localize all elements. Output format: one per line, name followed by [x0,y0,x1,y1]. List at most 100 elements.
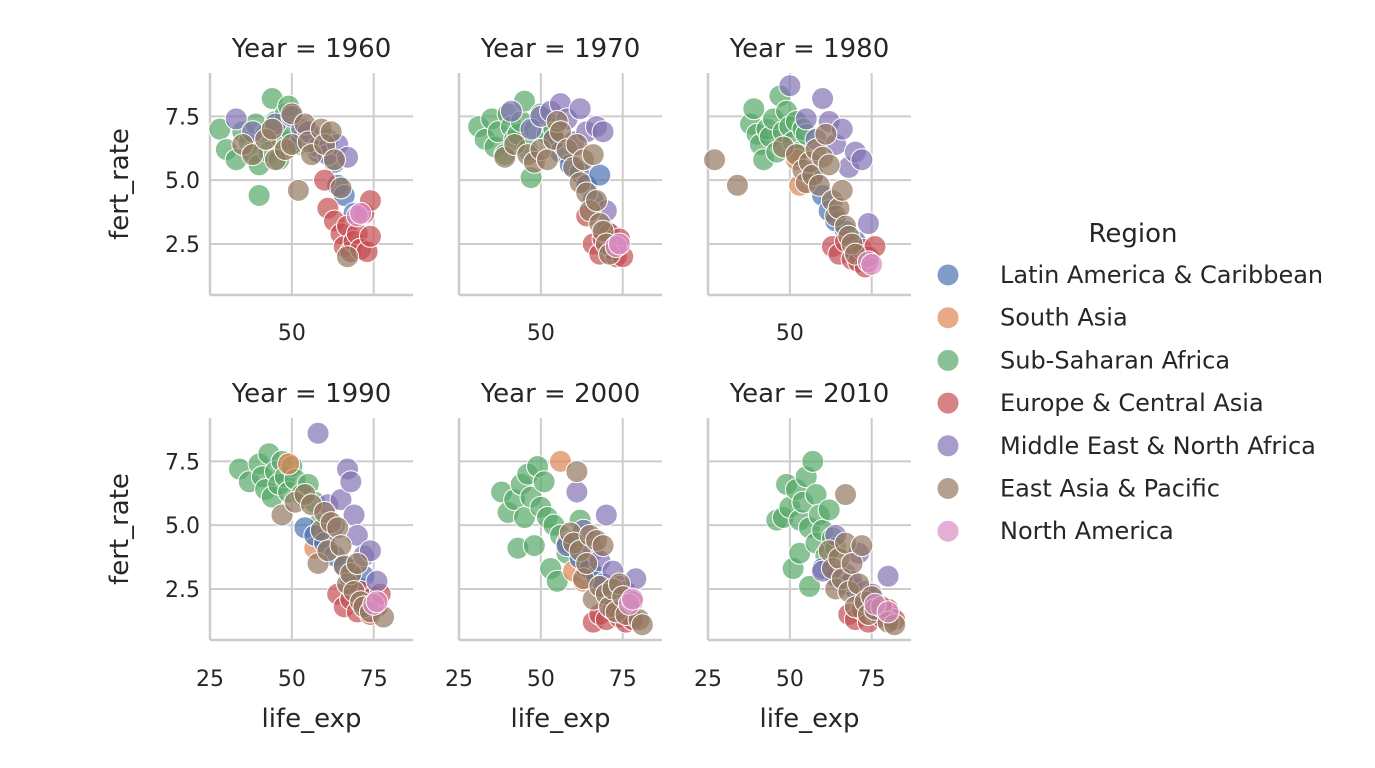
data-point [545,569,569,593]
data-point [358,224,382,248]
legend-marker [936,263,960,287]
legend: Region Latin America & Caribbean South Asi… [936,219,1323,545]
x-tick-label: 75 [858,667,886,692]
facet-panel-6: Year = 2010 25 50 75 life_exp [694,379,911,734]
data-point [365,569,389,593]
data-point [725,173,749,197]
data-point [788,541,812,565]
data-point [794,107,818,131]
facet-title: Year = 2010 [729,379,890,409]
data-point [801,449,825,473]
legend-marker [936,348,960,372]
x-tick-label: 75 [609,667,637,692]
facet-title: Year = 1980 [729,34,890,64]
legend-item: Middle East & North Africa [936,432,1316,460]
data-point [322,148,346,172]
data-point [834,483,858,507]
x-tick-label: 50 [278,321,306,346]
data-point [575,551,599,575]
x-tick-label: 25 [694,667,722,692]
data-point [306,421,330,445]
data-point [860,252,884,276]
legend-marker [936,391,960,415]
data-point [277,452,301,476]
data-point [224,107,248,131]
y-tick-label: 2.5 [165,578,200,603]
data-point [798,574,821,598]
data-point [349,201,373,225]
x-axis-title: life_exp [759,704,859,734]
legend-item: Latin America & Caribbean [936,261,1323,289]
legend-label: Sub-Saharan Africa [1000,346,1230,374]
facet-title: Year = 1960 [231,34,392,64]
data-point [345,551,369,575]
data-point [565,480,589,504]
data-point [336,245,360,269]
legend-title: Region [1088,219,1177,249]
data-point [817,498,841,522]
legend-label: North America [1000,517,1174,545]
data-point [532,470,556,494]
x-axis-title: life_exp [261,704,361,734]
legend-item: South Asia [936,304,1128,332]
data-point [565,460,589,484]
data-point [778,74,802,98]
data-point [856,212,880,236]
data-point [607,232,631,256]
facet-title: Year = 1990 [231,379,392,409]
legend-marker [936,477,960,500]
y-axis-title: fert_rate [105,473,135,585]
data-point [621,587,645,611]
data-point [817,153,841,177]
facet-title: Year = 1970 [480,34,641,64]
data-point [850,148,874,172]
y-tick-label: 7.5 [165,105,200,130]
data-point [742,97,766,121]
data-point [581,143,605,167]
y-tick-label: 5.0 [165,169,200,194]
y-tick-label: 5.0 [165,514,200,539]
x-tick-label: 25 [196,667,224,692]
data-point [260,117,284,141]
legend-label: Latin America & Caribbean [1000,261,1323,289]
legend-item: Sub-Saharan Africa [936,346,1230,374]
data-point [591,534,615,558]
x-tick-label: 75 [360,667,388,692]
data-point [319,120,343,144]
data-point [522,534,546,558]
legend-item: North America [936,517,1174,545]
legend-item: Europe & Central Asia [936,389,1264,417]
data-point [286,178,310,202]
legend-item: East Asia & Pacific [936,475,1220,503]
y-tick-label: 2.5 [165,233,200,258]
x-tick-label: 50 [278,667,306,692]
data-point [703,148,727,172]
y-tick-label: 7.5 [165,450,200,475]
x-tick-label: 50 [776,321,804,346]
data-point [811,87,835,111]
data-point [876,600,900,624]
data-point [535,148,559,172]
y-axis-title: fert_rate [105,128,135,240]
data-point [814,122,838,146]
x-tick-label: 25 [445,667,473,692]
data-point [241,143,265,167]
facet-panel-1: Year = 1960 2.5 5.0 7.5 fert_rate 50 [105,34,413,346]
x-tick-label: 50 [527,321,555,346]
data-point [329,534,353,558]
data-point [247,183,271,207]
data-point [591,120,615,144]
data-point [850,534,874,558]
x-tick-label: 50 [527,667,555,692]
facet-panel-4: Year = 1990 2.5 5.0 7.5 fert_rate 25 50 75 life_… [105,379,413,734]
data-point [588,163,612,187]
data-point [876,564,900,588]
data-point [365,590,389,614]
data-point [585,189,609,213]
facet-panel-3: Year = 1980 50 [703,34,911,346]
data-point [329,176,353,200]
legend-label: Middle East & North Africa [1000,432,1316,460]
legend-label: Europe & Central Asia [1000,389,1264,417]
data-point [630,613,654,637]
